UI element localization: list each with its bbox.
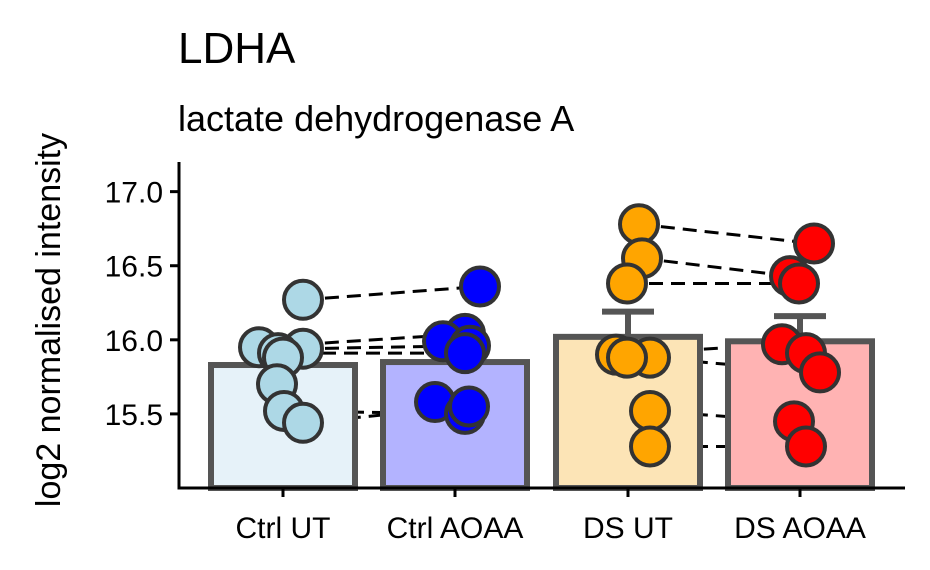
data-point <box>799 351 841 394</box>
data-point <box>448 385 490 428</box>
data-point <box>444 332 486 375</box>
data-point <box>629 389 671 432</box>
data-point <box>778 262 820 305</box>
y-tick-label: 17.0 <box>105 177 163 210</box>
x-tick-label: DS AOAA <box>734 512 866 545</box>
x-tick-label: Ctrl AOAA <box>387 512 524 545</box>
data-point <box>282 401 324 444</box>
y-tick-label: 15.5 <box>105 399 163 432</box>
chart-title: LDHA <box>178 24 296 73</box>
pair-line <box>641 256 791 278</box>
data-point <box>606 262 648 305</box>
pair-line <box>302 284 481 302</box>
data-point <box>459 265 501 308</box>
x-tick-label: DS UT <box>583 512 673 545</box>
data-point <box>282 278 324 321</box>
y-axis-label: log2 normalised intensity <box>30 133 68 507</box>
data-point <box>793 222 835 265</box>
data-point <box>606 336 648 379</box>
chart-subtitle: lactate dehydrogenase A <box>178 98 574 139</box>
data-point <box>785 425 827 468</box>
pair-line <box>638 222 815 245</box>
x-tick-label: Ctrl UT <box>236 512 331 545</box>
y-tick-label: 16.0 <box>105 325 163 358</box>
axes: 15.5 16.0 16.5 17.0 Ctrl UT Ctrl AOAA DS UT DS … <box>105 162 905 545</box>
data-point <box>629 425 671 468</box>
y-tick-label: 16.5 <box>105 251 163 284</box>
data-points <box>238 203 841 468</box>
